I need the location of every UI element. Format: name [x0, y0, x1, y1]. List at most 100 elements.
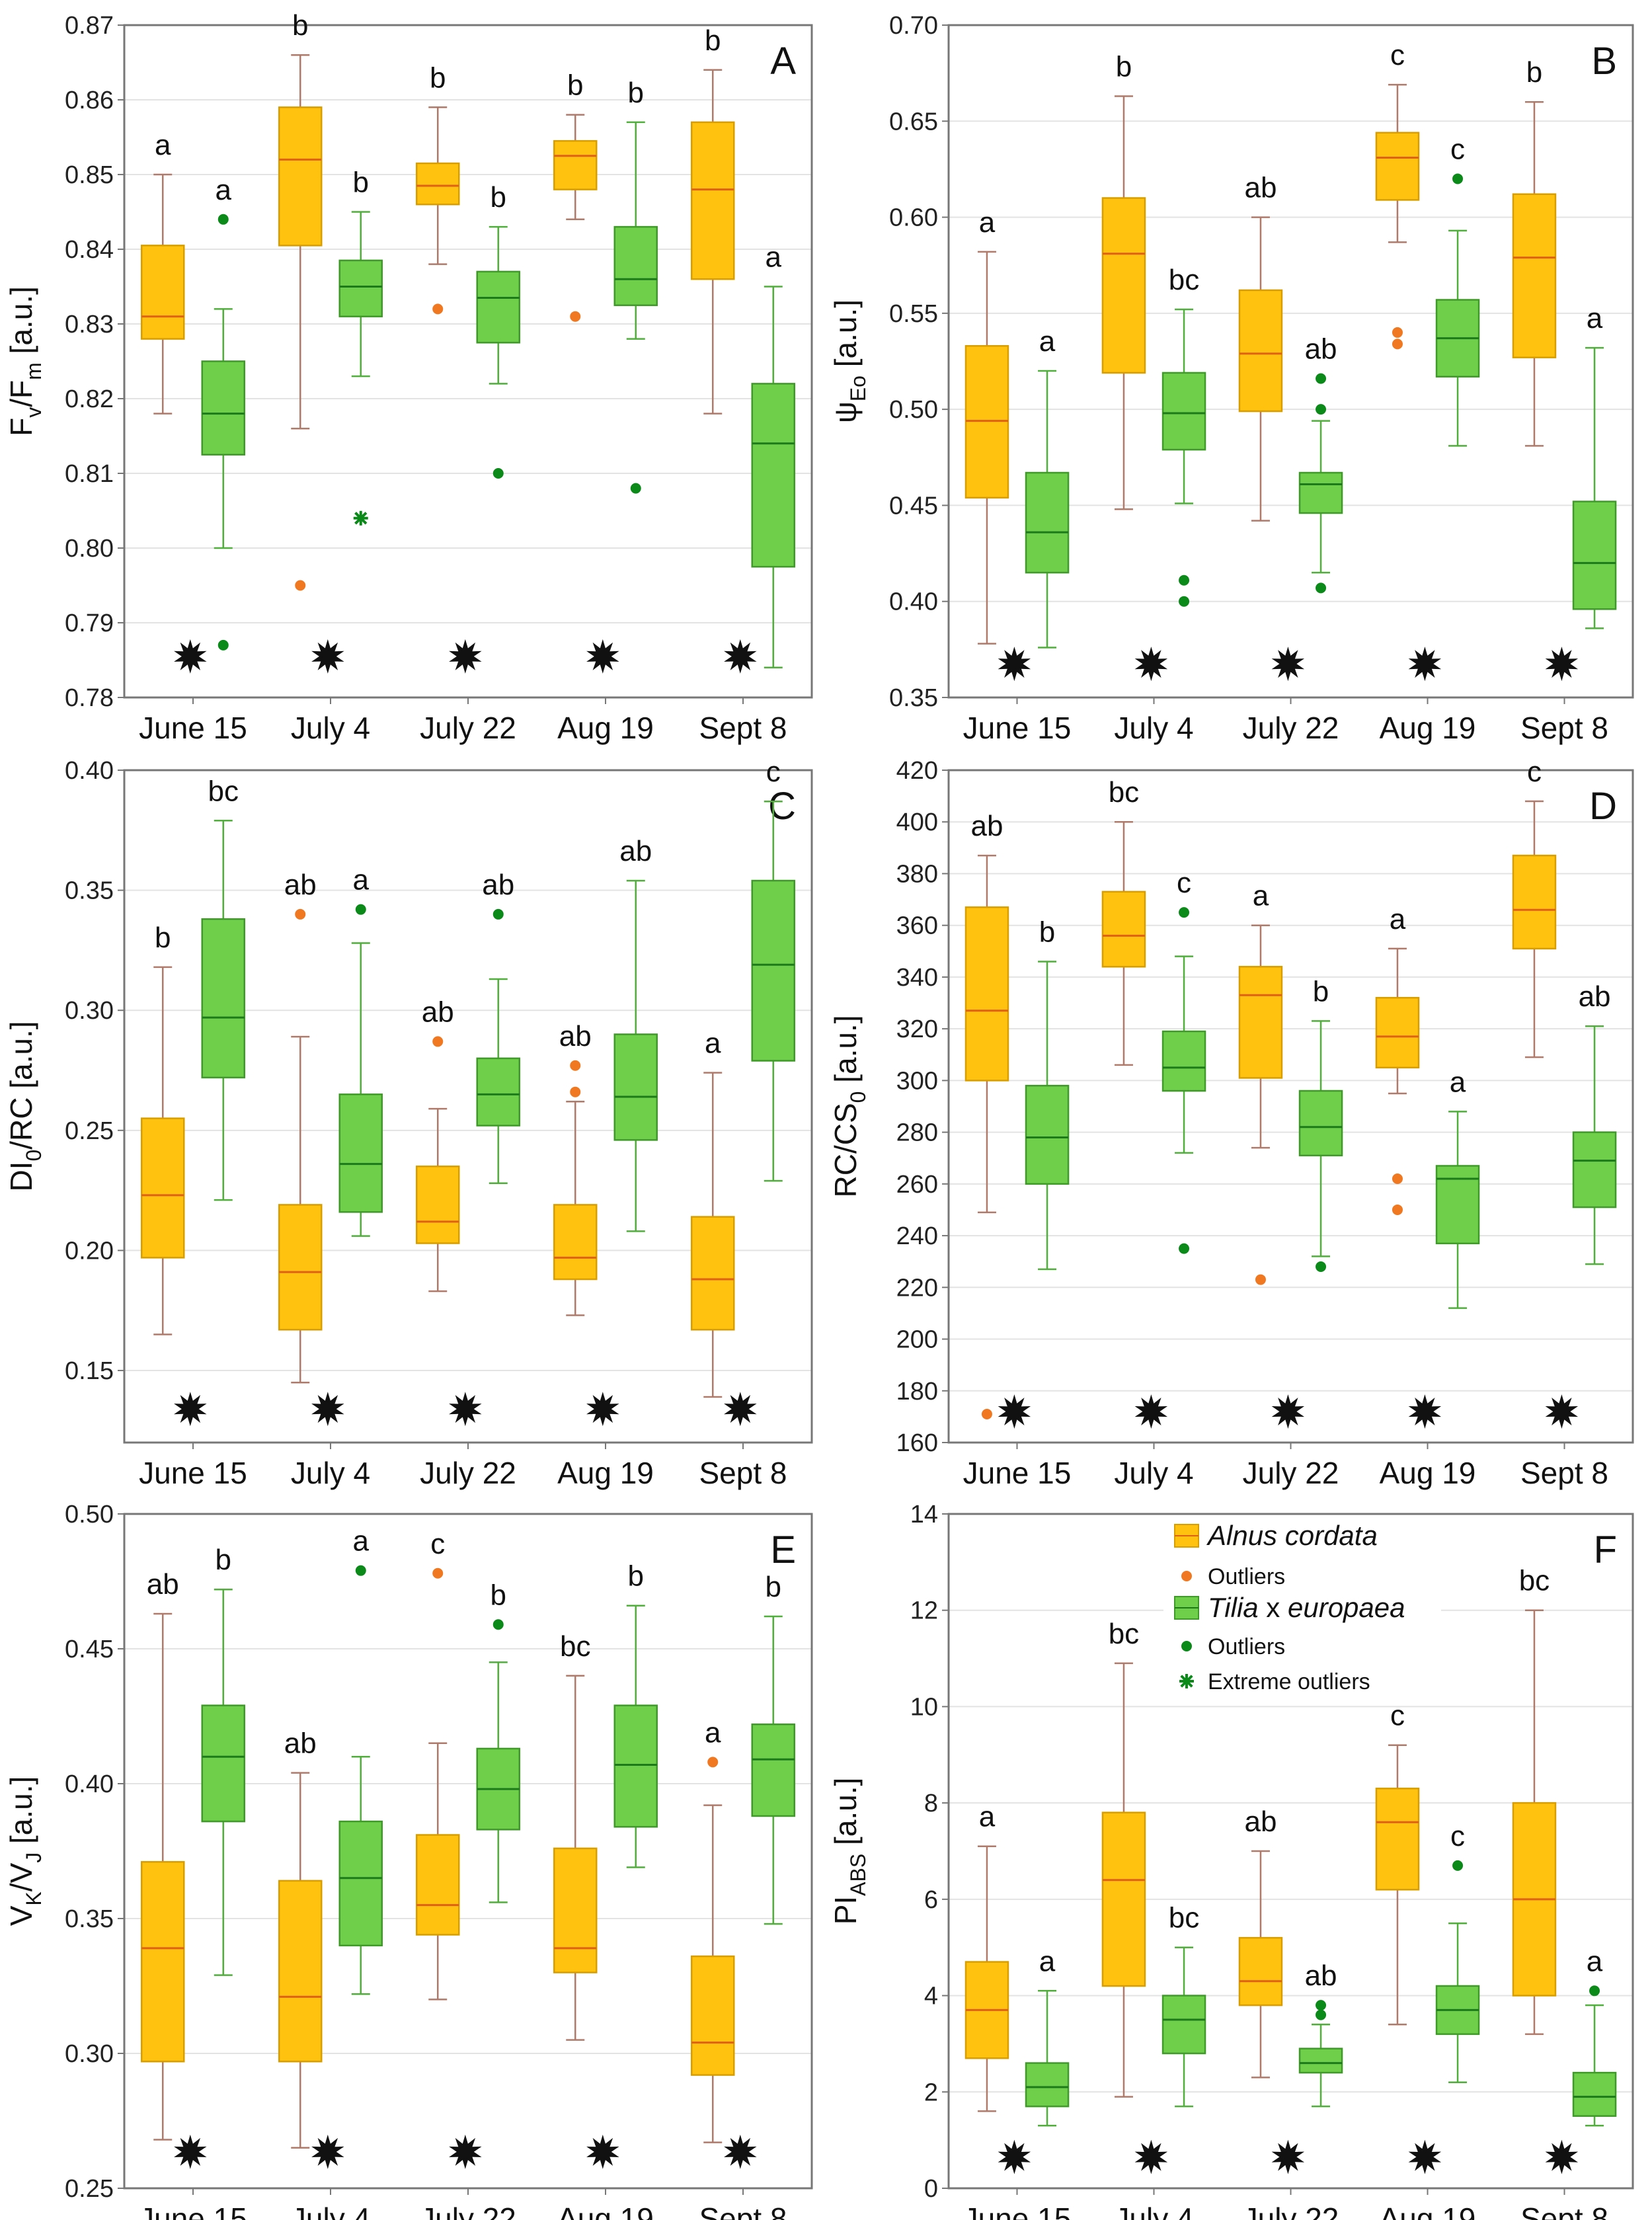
sun-icon-core — [1554, 2149, 1569, 2164]
outlier-point — [570, 1086, 581, 1097]
alnus-box-5: a — [690, 1027, 735, 1398]
tilia-box-2: c — [1161, 867, 1206, 1254]
outlier-point — [295, 580, 306, 591]
y-axis-label: ψEo [a.u.] — [828, 299, 870, 423]
iqr-box — [278, 1204, 323, 1331]
outlier-point — [707, 1757, 719, 1768]
outlier-point — [492, 468, 504, 479]
y-tick-label: 0.45 — [889, 492, 938, 520]
tilia-box-2: b — [338, 167, 383, 526]
iqr-box — [1298, 2047, 1343, 2074]
legend-label-tilia: Tilia x europaea — [1208, 1592, 1405, 1623]
iqr-box — [1435, 1165, 1480, 1245]
y-tick-label: 0.20 — [65, 1237, 114, 1265]
iqr-box — [1572, 2071, 1617, 2117]
iqr-box — [476, 1057, 521, 1127]
y-tick-label: 0.25 — [65, 1117, 114, 1145]
tilia-box-4: a — [1435, 1066, 1480, 1309]
iqr-box — [690, 1216, 735, 1331]
outlier-point — [432, 1567, 444, 1579]
alnus-box-4: c — [1375, 39, 1420, 350]
x-tick-label: July 22 — [420, 711, 516, 745]
y-tick-label: 0.35 — [889, 684, 938, 712]
panel-letter: A — [770, 40, 796, 83]
alnus-box-1: a — [140, 129, 185, 415]
alnus-box-3: ab — [415, 996, 460, 1292]
significance-letter: a — [979, 206, 996, 239]
y-tick-label: 12 — [910, 1597, 938, 1625]
significance-letter: ab — [422, 996, 454, 1028]
tilia-box-2: bc — [1161, 264, 1206, 607]
y-tick-label: 0.86 — [65, 87, 114, 114]
iqr-box — [1161, 372, 1206, 451]
alnus-box-5: b — [690, 24, 735, 415]
sun-icon-core — [1280, 1404, 1296, 1419]
x-tick-label: July 4 — [1114, 1456, 1193, 1490]
legend-marker-tilia-outlier — [1181, 1641, 1192, 1651]
significance-letter: c — [766, 756, 781, 788]
tilia-box-5: a — [1572, 1945, 1617, 2127]
iqr-box — [690, 121, 735, 280]
alnus-box-4: c — [1375, 1700, 1420, 2026]
outlier-point — [1179, 596, 1190, 607]
y-tick-label: 360 — [896, 912, 938, 940]
tilia-box-3: ab — [1298, 1960, 1343, 2108]
x-tick-label: June 15 — [963, 2201, 1072, 2220]
iqr-box — [751, 383, 796, 568]
significance-letter: c — [1527, 756, 1542, 788]
significance-letter: b — [1116, 51, 1132, 83]
x-tick-label: June 15 — [139, 1456, 247, 1490]
alnus-box-3: ab — [1238, 172, 1283, 522]
tilia-box-4: b — [613, 1560, 658, 1868]
significance-letter: b — [491, 181, 506, 214]
significance-letter: bc — [1519, 1565, 1550, 1597]
legend-label-tilia-outliers: Outliers — [1208, 1634, 1285, 1659]
y-tick-label: 10 — [910, 1693, 938, 1721]
y-tick-label: 0.30 — [65, 997, 114, 1025]
outlier-point — [432, 303, 444, 315]
significance-letter: a — [1253, 880, 1269, 912]
significance-letter: c — [1450, 1820, 1465, 1852]
y-tick-label: 0.87 — [65, 12, 114, 40]
alnus-box-2: bc — [1101, 1618, 1146, 2098]
legend-marker-extreme-outlier — [1179, 1674, 1194, 1688]
outlier-point — [492, 1619, 504, 1630]
significance-letter: b — [1039, 916, 1055, 948]
y-tick-label: 0.35 — [65, 1905, 114, 1933]
sun-icon-core — [595, 1402, 610, 1417]
tilia-box-2: a — [338, 1525, 383, 1995]
sun-icon-core — [732, 2144, 748, 2159]
y-axis-label: RC/CS0 [a.u.] — [828, 1015, 870, 1198]
significance-letter: b — [1526, 56, 1542, 89]
y-tick-label: 0.40 — [889, 588, 938, 616]
alnus-box-4: bc — [553, 1630, 598, 2041]
significance-letter: c — [1390, 1700, 1405, 1732]
y-tick-label: 0.25 — [65, 2175, 114, 2203]
outlier-point — [1392, 1173, 1403, 1185]
significance-letter: bc — [1109, 776, 1139, 809]
y-axis-label: DI0/RC [a.u.] — [4, 1021, 46, 1191]
x-tick-label: June 15 — [963, 1456, 1072, 1490]
significance-letter: ab — [482, 869, 514, 901]
significance-letter: b — [491, 1579, 506, 1611]
alnus-box-3: a — [1238, 880, 1283, 1285]
alnus-box-2: b — [278, 9, 323, 591]
y-tick-label: 380 — [896, 860, 938, 888]
significance-letter: b — [430, 61, 446, 94]
x-tick-label: June 15 — [139, 2201, 247, 2220]
tilia-box-1: b — [1025, 916, 1070, 1271]
x-tick-label: Sept 8 — [699, 2201, 787, 2220]
y-tick-label: 0.78 — [65, 684, 114, 712]
iqr-box — [1238, 289, 1283, 413]
y-axis-label: Fv/Fm [a.u.] — [4, 286, 46, 436]
iqr-box — [201, 1704, 246, 1823]
significance-letter: a — [705, 1716, 721, 1749]
x-tick-label: Aug 19 — [557, 2201, 654, 2220]
alnus-box-1: b — [140, 922, 185, 1335]
panel-B: 0.35 0.40 0.45 0.50 0.55 0.60 0.65 0.70 June 15 J… — [828, 12, 1634, 745]
outlier-point — [1316, 404, 1327, 415]
sun-icon-core — [182, 649, 198, 664]
y-tick-label: 160 — [896, 1429, 938, 1457]
significance-letter: c — [1177, 867, 1191, 899]
outlier-point — [630, 483, 641, 494]
